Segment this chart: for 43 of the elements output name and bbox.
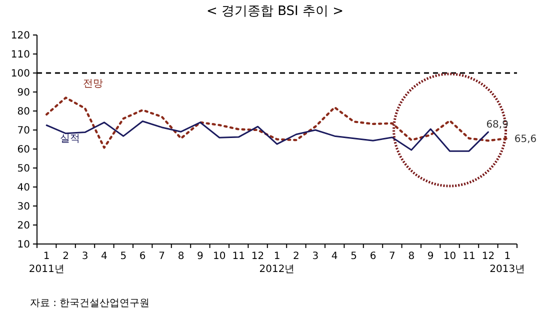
x-tick-label: 1 2011년: [28, 251, 64, 275]
x-tick-label: 7: [158, 251, 165, 262]
line-series: [46, 96, 508, 149]
x-tick-label: 3: [312, 251, 319, 262]
x-tick-label: 9: [197, 251, 204, 262]
y-tick-label: 30: [17, 202, 30, 212]
x-tick-label: 10: [213, 251, 226, 262]
y-tick-label: 50: [17, 164, 30, 174]
x-tick-label: 8: [408, 251, 415, 262]
data-label: 68,9: [486, 120, 508, 131]
x-tick-label: 10: [443, 251, 456, 262]
x-tick-label: 4: [101, 251, 108, 262]
x-tick-label: 2: [293, 251, 300, 262]
y-tick-label: 80: [17, 106, 30, 118]
x-tick-label: 3: [82, 251, 88, 262]
x-tick-label: 2: [62, 251, 69, 262]
x-tick-label: 12: [251, 251, 264, 262]
x-tick-label: 8: [178, 251, 184, 262]
x-tick-label: 9: [427, 251, 434, 262]
x-tick-label: 6: [139, 251, 146, 262]
line-series: [46, 120, 489, 152]
x-tick-label: 5: [350, 251, 357, 262]
y-tick-label: 10: [17, 240, 30, 250]
y-tick-label: 70: [17, 126, 30, 136]
y-tick-label: 100: [10, 68, 30, 80]
y-tick-label: 110: [10, 50, 30, 60]
x-tick-label: 12: [482, 251, 495, 262]
x-tick-label: 11: [462, 251, 476, 262]
data-label: 65,6: [514, 134, 537, 145]
x-tick-label: 5: [120, 251, 127, 262]
x-tick-label: 4: [331, 251, 338, 262]
y-tick-label: 60: [17, 144, 30, 156]
y-tick-label: 40: [17, 182, 30, 194]
chart-title: < 경기종합 BSI 추이 >: [206, 4, 344, 19]
text: 자료 : 한국건설산업연구원: [30, 298, 150, 309]
y-tick-label: 20: [17, 220, 30, 232]
x-tick-label: 7: [389, 251, 396, 262]
y-tick-label: 120: [10, 30, 30, 42]
series-label: 실적: [60, 133, 80, 144]
x-tick-label: 11: [232, 251, 245, 262]
y-tick-label: 90: [17, 88, 30, 98]
x-tick-label: 6: [370, 251, 376, 262]
series-label: 전망: [83, 78, 104, 90]
